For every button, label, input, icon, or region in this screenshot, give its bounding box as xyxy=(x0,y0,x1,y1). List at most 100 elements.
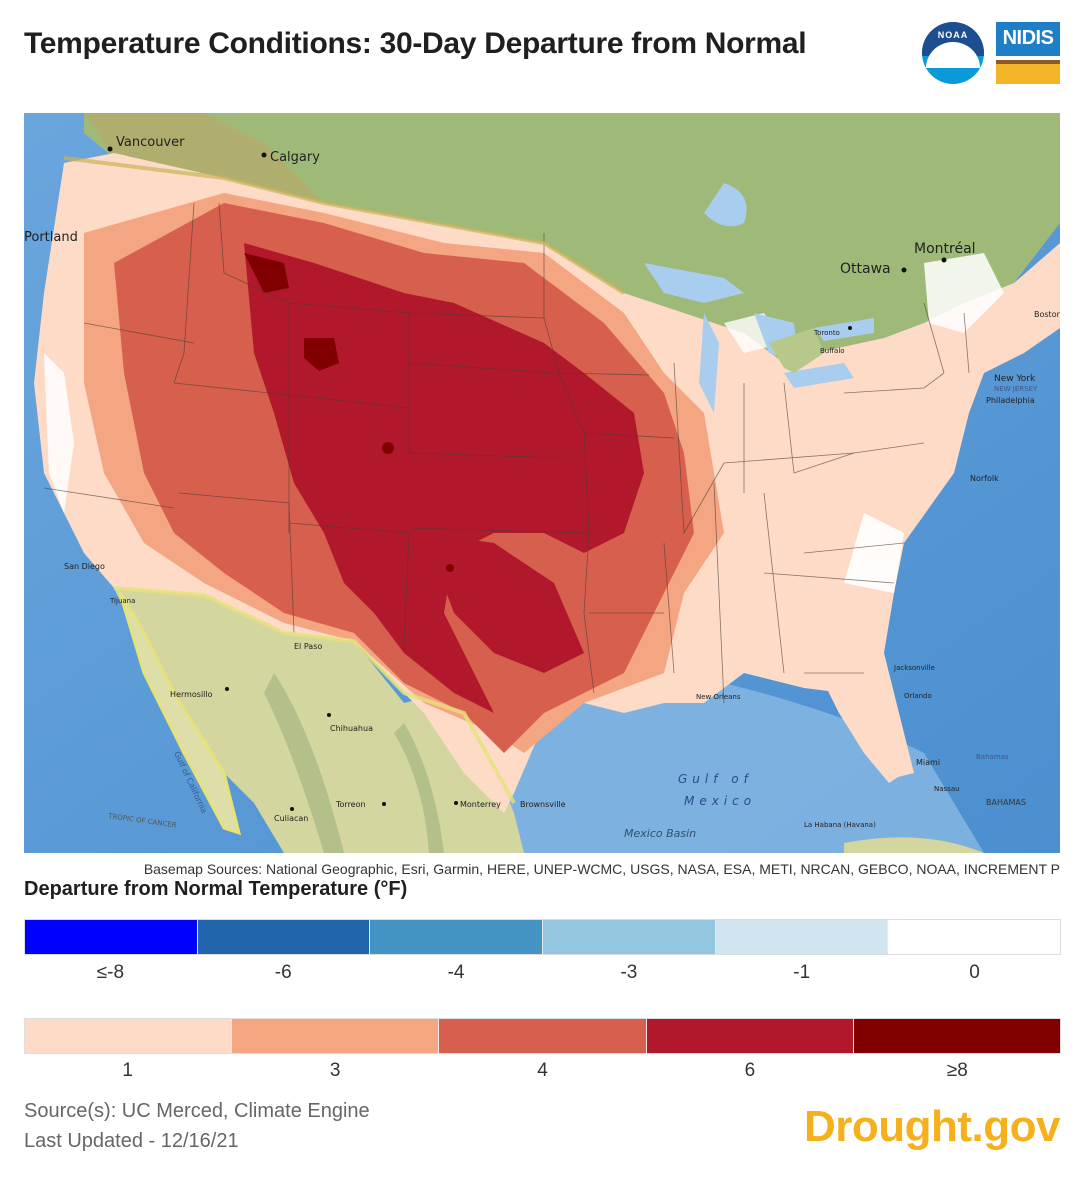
svg-text:La Habana (Havana): La Habana (Havana) xyxy=(804,821,876,829)
place-label: Norfolk xyxy=(970,474,999,483)
place-label: Torreon xyxy=(335,800,386,809)
svg-text:Chihuahua: Chihuahua xyxy=(330,724,373,733)
footer-source: Source(s): UC Merced, Climate Engine Las… xyxy=(24,1096,370,1156)
drought-gov-link[interactable]: Drought.gov xyxy=(803,1102,1061,1151)
place-label: NEW JERSEY xyxy=(994,385,1038,393)
legend-swatch xyxy=(197,920,371,954)
svg-text:Toronto: Toronto xyxy=(813,329,840,337)
svg-text:Vancouver: Vancouver xyxy=(116,135,185,150)
svg-text:Gulf of: Gulf of xyxy=(678,772,753,786)
legend-swatch xyxy=(232,1019,440,1053)
place-label: Monterrey xyxy=(454,800,501,809)
place-label: San Diego xyxy=(64,562,105,571)
legend-label: 4 xyxy=(537,1060,548,1081)
lake-ontario xyxy=(814,318,874,341)
svg-text:Buffalo: Buffalo xyxy=(820,347,845,355)
place-label: Brownsville xyxy=(520,800,566,809)
svg-text:Orlando: Orlando xyxy=(904,692,932,700)
source-text: Source(s): UC Merced, Climate Engine xyxy=(24,1100,370,1122)
logos: NOAA NIDIS xyxy=(920,22,1065,87)
legend-label: 3 xyxy=(329,1060,341,1081)
place-label: Orlando xyxy=(904,692,932,700)
legend-swatch xyxy=(715,920,889,954)
legend-swatch xyxy=(853,1019,1061,1053)
svg-text:Norfolk: Norfolk xyxy=(970,474,999,483)
place-label: Portland xyxy=(24,230,78,245)
nidis-logo-text: NIDIS xyxy=(1002,27,1054,49)
svg-text:Brownsville: Brownsville xyxy=(520,800,566,809)
svg-text:Philadelphia: Philadelphia xyxy=(986,396,1035,405)
svg-text:NEW JERSEY: NEW JERSEY xyxy=(994,385,1038,393)
place-label: El Paso xyxy=(294,642,322,651)
legend-cold-labels: ≤-8 -6 -4 -3 -1 0 xyxy=(24,962,1061,984)
svg-text:Miami: Miami xyxy=(916,758,940,767)
place-label: Buffalo xyxy=(820,347,845,355)
legend-cold-bar xyxy=(24,919,1061,955)
svg-text:Montréal: Montréal xyxy=(914,241,976,257)
place-label: Philadelphia xyxy=(986,396,1035,405)
place-label: Mexico Basin xyxy=(624,827,696,840)
legend-swatch xyxy=(543,920,716,954)
noaa-logo-text: NOAA xyxy=(937,30,969,40)
place-label: Mexico xyxy=(684,794,756,808)
svg-text:San Diego: San Diego xyxy=(64,562,105,571)
legend-swatch xyxy=(439,1019,647,1053)
lake-erie xyxy=(784,363,854,388)
svg-text:Portland: Portland xyxy=(24,230,78,245)
svg-text:Nassau: Nassau xyxy=(934,785,960,793)
place-label: Tijuana xyxy=(109,597,135,605)
legend-swatch xyxy=(25,1019,233,1053)
legend-warm-labels: 1 3 4 6 ≥8 xyxy=(24,1060,1061,1082)
legend-label: -4 xyxy=(447,962,465,983)
svg-text:Torreon: Torreon xyxy=(335,800,366,809)
svg-text:Bahamas: Bahamas xyxy=(976,753,1009,761)
state-borders xyxy=(43,202,970,704)
place-label: BAHAMAS xyxy=(986,798,1026,807)
legend-label: -3 xyxy=(620,962,638,983)
place-label: Jacksonville xyxy=(893,664,935,672)
place-label: New York xyxy=(994,374,1036,384)
place-label: Calgary xyxy=(261,150,320,165)
legend-label: -6 xyxy=(274,962,292,983)
legend-warm-bar xyxy=(24,1018,1061,1054)
svg-text:Mexico Basin: Mexico Basin xyxy=(624,827,696,840)
svg-text:Jacksonville: Jacksonville xyxy=(893,664,935,672)
temperature-departure-map[interactable]: Vancouver Calgary Portland Ottawa Montré… xyxy=(24,113,1060,853)
place-label: New Orleans xyxy=(696,693,741,701)
place-label: Miami xyxy=(916,758,940,767)
noaa-logo-icon[interactable]: NOAA xyxy=(922,22,984,84)
place-label: Nassau xyxy=(934,785,960,793)
legend-swatch xyxy=(25,920,198,954)
svg-text:Monterrey: Monterrey xyxy=(460,800,501,809)
place-label: Hermosillo xyxy=(170,687,229,699)
svg-text:Ottawa: Ottawa xyxy=(840,261,891,277)
svg-text:New York: New York xyxy=(994,374,1036,384)
svg-text:El Paso: El Paso xyxy=(294,642,322,651)
svg-text:BAHAMAS: BAHAMAS xyxy=(986,798,1026,807)
place-label: Boston xyxy=(1034,310,1060,319)
svg-text:Boston: Boston xyxy=(1034,310,1060,319)
last-updated: Last Updated - 12/16/21 xyxy=(24,1130,239,1152)
svg-text:Culiacan: Culiacan xyxy=(274,814,308,823)
place-label: Culiacan xyxy=(274,807,308,823)
place-label: Gulf of xyxy=(678,772,753,786)
svg-text:New Orleans: New Orleans xyxy=(696,693,741,701)
legend-label: 6 xyxy=(744,1060,756,1081)
legend-label: ≥8 xyxy=(946,1060,968,1081)
legend-swatch xyxy=(370,920,544,954)
legend-swatch xyxy=(646,1019,854,1053)
legend-label: 0 xyxy=(969,962,980,983)
nidis-logo-icon[interactable]: NIDIS xyxy=(996,22,1060,84)
lake-superior xyxy=(644,263,744,303)
lake-michigan xyxy=(699,313,719,413)
svg-text:Mexico: Mexico xyxy=(684,794,756,808)
place-label: Toronto xyxy=(813,326,852,337)
canada-land xyxy=(84,113,1060,363)
svg-text:Calgary: Calgary xyxy=(270,150,320,165)
place-label: La Habana (Havana) xyxy=(804,821,876,829)
place-label: Montréal xyxy=(914,241,976,263)
basemap-sources: Basemap Sources: National Geographic, Es… xyxy=(143,861,1060,877)
legend-label: 1 xyxy=(122,1060,133,1081)
map-canvas: Vancouver Calgary Portland Ottawa Montré… xyxy=(24,113,1060,853)
place-label: Vancouver xyxy=(107,135,185,152)
